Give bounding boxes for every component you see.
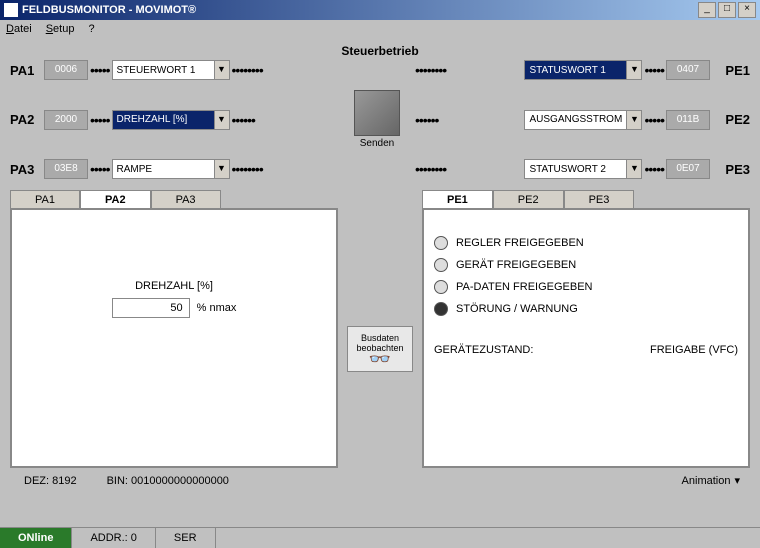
led-icon bbox=[434, 280, 448, 294]
pe3-combo[interactable]: STATUSWORT 2 ▼ bbox=[524, 159, 642, 179]
geraetezustand-value: FREIGABE (VFC) bbox=[650, 344, 738, 356]
bin-value: BIN: 0010000000000000 bbox=[107, 475, 229, 487]
content: Steuerbetrieb PA1 0006 ••••• STEUERWORT … bbox=[0, 38, 760, 487]
pa-panel-wrap: PA1 PA2 PA3 DREHZAHL [%] 50 % nmax bbox=[10, 189, 338, 468]
status-regler: REGLER FREIGEGEBEN bbox=[434, 236, 738, 250]
tab-pa3[interactable]: PA3 bbox=[151, 190, 221, 209]
app-icon bbox=[4, 3, 18, 17]
drehzahl-unit: % nmax bbox=[197, 302, 237, 314]
menu-datei[interactable]: Datei bbox=[6, 23, 32, 35]
io-rows: PA1 0006 ••••• STEUERWORT 1 ▼ •••••••• •… bbox=[10, 60, 750, 179]
chevron-down-icon[interactable]: ▼ bbox=[214, 160, 229, 178]
status-online: ONline bbox=[0, 528, 72, 548]
chevron-down-icon[interactable]: ▼ bbox=[214, 61, 229, 79]
status-padaten: PA-DATEN FREIGEGEBEN bbox=[434, 280, 738, 294]
pa-panel: DREHZAHL [%] 50 % nmax bbox=[10, 208, 338, 468]
chevron-down-icon[interactable]: ▼ bbox=[626, 61, 641, 79]
animation-toggle[interactable]: Animation ▾ bbox=[682, 474, 740, 487]
pe1-label: PE1 bbox=[716, 63, 750, 78]
check-icon: ▾ bbox=[734, 474, 740, 487]
drehzahl-input[interactable]: 50 bbox=[112, 298, 190, 318]
tab-pe2[interactable]: PE2 bbox=[493, 190, 564, 209]
beobachten-button[interactable]: Busdaten beobachten 👓 bbox=[347, 326, 413, 372]
pa1-combo[interactable]: STEUERWORT 1 ▼ bbox=[112, 60, 230, 80]
panels: PA1 PA2 PA3 DREHZAHL [%] 50 % nmax Busda… bbox=[10, 189, 750, 468]
app-window: FELDBUSMONITOR - MOVIMOT® _ □ × Datei Se… bbox=[0, 0, 760, 548]
led-icon bbox=[434, 258, 448, 272]
tab-pe3[interactable]: PE3 bbox=[564, 190, 635, 209]
pe2-combo[interactable]: AUSGANGSSTROM ▼ bbox=[524, 110, 642, 130]
minimize-button[interactable]: _ bbox=[698, 2, 716, 18]
maximize-button[interactable]: □ bbox=[718, 2, 736, 18]
pe3-hex: 0E07 bbox=[666, 159, 710, 179]
io-row-3: PA3 03E8 ••••• RAMPE ▼ •••••••• ••••••••… bbox=[10, 159, 750, 179]
led-icon bbox=[434, 236, 448, 250]
pa2-hex[interactable]: 2000 bbox=[44, 110, 88, 130]
io-row-1: PA1 0006 ••••• STEUERWORT 1 ▼ •••••••• •… bbox=[10, 60, 750, 80]
pa1-label: PA1 bbox=[10, 63, 44, 78]
drehzahl-label: DREHZAHL [%] bbox=[22, 280, 326, 292]
senden-label[interactable]: Senden bbox=[360, 138, 394, 149]
status-addr: ADDR.: 0 bbox=[72, 528, 155, 548]
geraetezustand-label: GERÄTEZUSTAND: bbox=[434, 344, 533, 356]
window-title: FELDBUSMONITOR - MOVIMOT® bbox=[22, 4, 696, 16]
pa2-combo[interactable]: DREHZAHL [%] ▼ bbox=[112, 110, 230, 130]
pa-tabs: PA1 PA2 PA3 bbox=[10, 189, 338, 208]
pe-tabs: PE1 PE2 PE3 bbox=[422, 189, 750, 208]
pe-panel: REGLER FREIGEGEBEN GERÄT FREIGEGEBEN PA-… bbox=[422, 208, 750, 468]
tab-pe1[interactable]: PE1 bbox=[422, 190, 493, 209]
mid-col: Busdaten beobachten 👓 bbox=[344, 189, 416, 468]
pe3-label: PE3 bbox=[716, 162, 750, 177]
pe2-hex: 011B bbox=[666, 110, 710, 130]
pa1-hex[interactable]: 0006 bbox=[44, 60, 88, 80]
pe2-label: PE2 bbox=[716, 112, 750, 127]
chevron-down-icon[interactable]: ▼ bbox=[626, 111, 641, 129]
chevron-down-icon[interactable]: ▼ bbox=[626, 160, 641, 178]
pe1-hex: 0407 bbox=[666, 60, 710, 80]
dez-value: DEZ: 8192 bbox=[24, 475, 77, 487]
chevron-down-icon[interactable]: ▼ bbox=[214, 111, 229, 129]
led-icon bbox=[434, 302, 448, 316]
menubar: Datei Setup ? bbox=[0, 20, 760, 38]
pa3-combo[interactable]: RAMPE ▼ bbox=[112, 159, 230, 179]
bottom-line: DEZ: 8192 BIN: 0010000000000000 Animatio… bbox=[10, 468, 750, 487]
status-stoerung: STÖRUNG / WARNUNG bbox=[434, 302, 738, 316]
menu-setup[interactable]: Setup bbox=[46, 23, 75, 35]
section-title: Steuerbetrieb bbox=[10, 44, 750, 58]
pa3-hex[interactable]: 03E8 bbox=[44, 159, 88, 179]
statusbar: ONline ADDR.: 0 SER bbox=[0, 527, 760, 548]
pe-panel-wrap: PE1 PE2 PE3 REGLER FREIGEGEBEN GERÄT FRE… bbox=[422, 189, 750, 468]
status-geraet: GERÄT FREIGEGEBEN bbox=[434, 258, 738, 272]
glasses-icon: 👓 bbox=[352, 353, 408, 365]
pa3-label: PA3 bbox=[10, 162, 44, 177]
pe1-combo[interactable]: STATUSWORT 1 ▼ bbox=[524, 60, 642, 80]
titlebar: FELDBUSMONITOR - MOVIMOT® _ □ × bbox=[0, 0, 760, 20]
tab-pa1[interactable]: PA1 bbox=[10, 190, 80, 209]
tab-pa2[interactable]: PA2 bbox=[80, 190, 151, 209]
close-button[interactable]: × bbox=[738, 2, 756, 18]
pa2-label: PA2 bbox=[10, 112, 44, 127]
menu-help[interactable]: ? bbox=[88, 23, 94, 35]
status-ser: SER bbox=[156, 528, 216, 548]
io-row-2: PA2 2000 ••••• DREHZAHL [%] ▼ •••••• Sen… bbox=[10, 90, 750, 149]
device-cube-icon[interactable] bbox=[354, 90, 400, 136]
